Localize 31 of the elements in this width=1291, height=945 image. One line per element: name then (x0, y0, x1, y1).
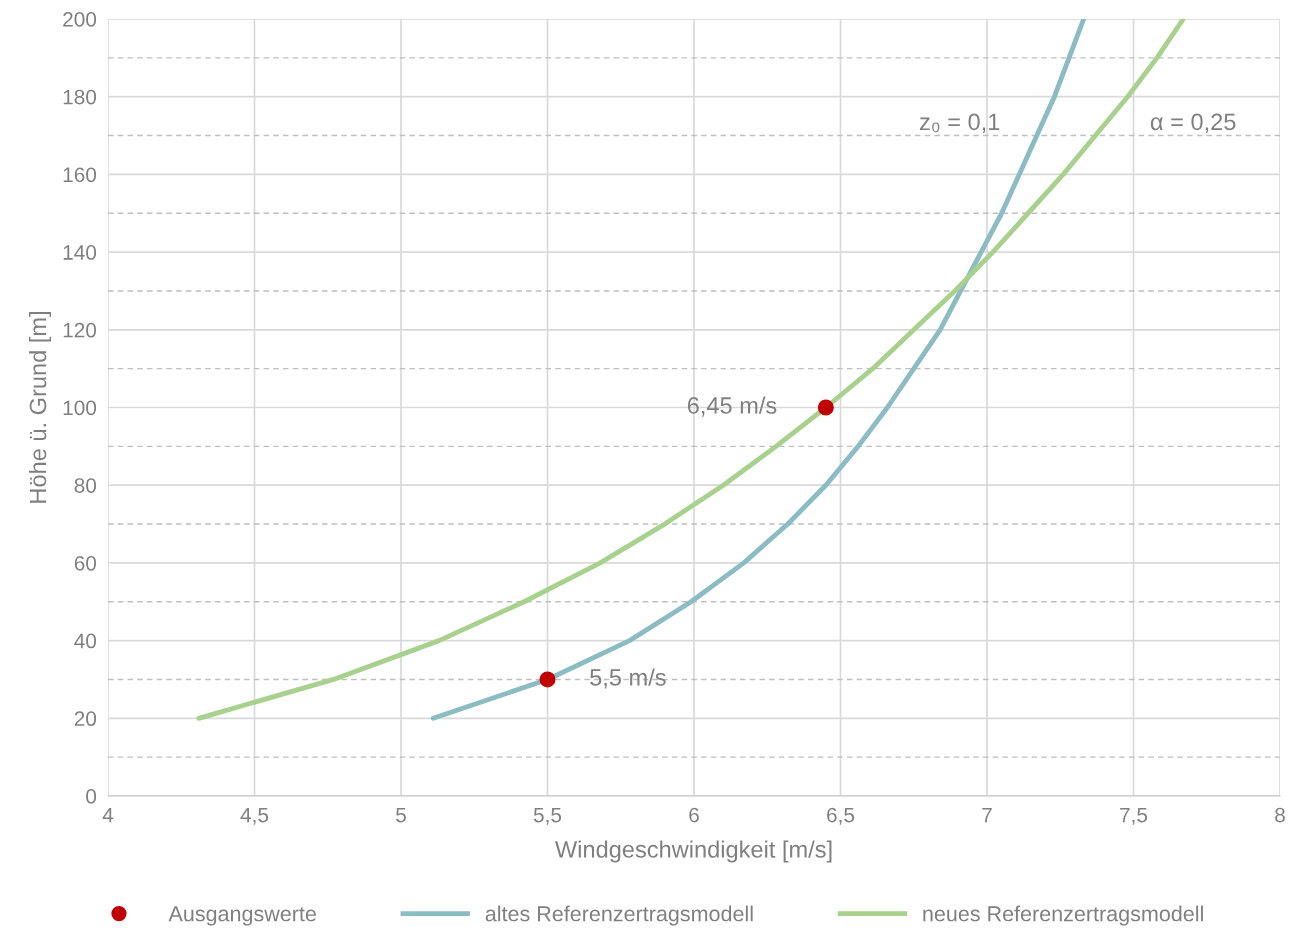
y-tick-label: 60 (74, 555, 97, 571)
y-tick-label: 0 (86, 789, 97, 804)
y-tick-label: 20 (74, 711, 97, 727)
y-axis-title: Höhe ü. Grund [m] (29, 312, 52, 503)
legend-label: neues Referenzertragsmodell (923, 905, 1203, 926)
y-tick-label: 80 (74, 478, 97, 493)
legend-label: Ausgangswerte (168, 906, 316, 926)
annotation: z₀ = 0,1 (919, 113, 1000, 134)
line-series (430, 19, 1087, 721)
y-tick-label: 120 (63, 322, 97, 338)
x-axis-title: Windgeschwindigkeit [m/s] (555, 840, 832, 863)
x-tick-label: 4,5 (240, 807, 269, 825)
y-tick-label: 40 (74, 633, 97, 649)
x-tick-label: 7,5 (1120, 807, 1148, 825)
x-tick-label: 7 (982, 807, 992, 823)
y-tick-label: 180 (63, 89, 97, 105)
annotation: α = 0,25 (1150, 113, 1236, 134)
x-tick-label: 5 (396, 807, 406, 823)
legend-label: altes Referenzertragsmodell (485, 905, 753, 926)
line-series (196, 19, 1186, 721)
annotation: 6,45 m/s (687, 396, 777, 417)
x-tick-label: 5,5 (533, 807, 562, 825)
y-tick-label: 200 (63, 12, 97, 27)
y-tick-label: 100 (63, 400, 97, 416)
x-tick-label: 4 (102, 807, 114, 823)
x-tick-label: 6,5 (827, 807, 855, 825)
x-tick-label: 6 (689, 807, 699, 823)
y-tick-label: 160 (63, 167, 97, 183)
annotation: 5,5 m/s (590, 668, 666, 689)
y-tick-label: 140 (63, 245, 97, 260)
x-tick-label: 8 (1275, 807, 1285, 823)
